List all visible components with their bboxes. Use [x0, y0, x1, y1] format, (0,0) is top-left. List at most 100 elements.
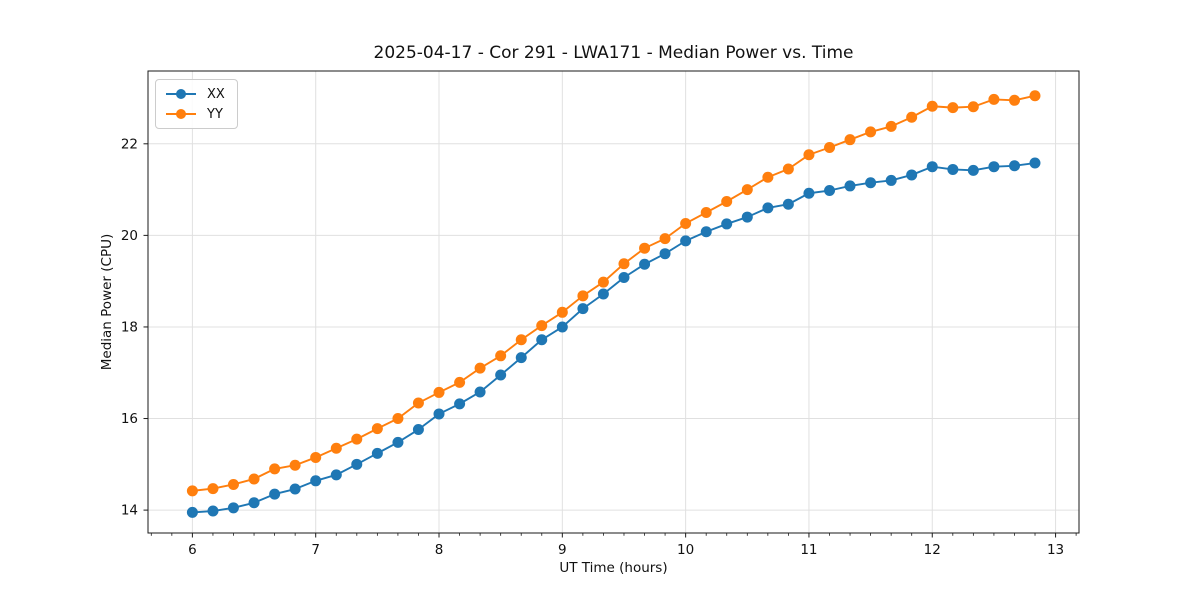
data-point-xx [782, 198, 794, 210]
data-point-yy [556, 306, 568, 318]
data-point-yy [310, 451, 322, 463]
series-xx [186, 157, 1041, 518]
x-tick-label: 13 [1047, 542, 1064, 558]
x-tick-label: 8 [435, 542, 444, 558]
series-yy [186, 90, 1041, 497]
x-axis-label: UT Time (hours) [559, 560, 668, 576]
data-point-yy [186, 485, 198, 497]
x-tick-label: 6 [188, 542, 197, 558]
data-point-yy [412, 397, 424, 409]
data-point-yy [947, 102, 959, 114]
chart-title: 2025-04-17 - Cor 291 - LWA171 - Median P… [373, 43, 854, 63]
data-point-yy [269, 463, 281, 475]
legend-entry-yy: YY [164, 105, 225, 123]
data-point-yy [515, 334, 527, 346]
data-point-yy [454, 376, 466, 388]
data-point-xx [885, 174, 897, 186]
y-tick-label: 18 [121, 319, 138, 335]
legend-line-marker-icon [166, 89, 196, 99]
x-tick-label: 12 [924, 542, 941, 558]
tick-labels: 6 7 8 9 10 11 12 13 14 16 18 20 22 [121, 136, 1064, 558]
data-point-xx [926, 161, 938, 173]
data-point-yy [824, 141, 836, 153]
data-point-xx [371, 447, 383, 459]
data-point-yy [906, 111, 918, 123]
legend-entry-xx: XX [164, 85, 225, 103]
data-point-yy [227, 478, 239, 490]
data-point-yy [371, 423, 383, 435]
x-tick-label: 7 [311, 542, 320, 558]
data-point-xx [906, 169, 918, 181]
y-axis-label: Median Power (CPU) [99, 233, 115, 371]
data-point-yy [680, 217, 692, 229]
data-point-yy [1029, 90, 1041, 102]
data-point-xx [330, 469, 342, 481]
x-tick-label: 9 [558, 542, 567, 558]
data-point-yy [967, 101, 979, 113]
data-point-yy [926, 100, 938, 112]
data-point-xx [207, 505, 219, 517]
data-point-xx [824, 185, 836, 197]
data-point-xx [659, 248, 671, 260]
data-point-yy [433, 386, 445, 398]
data-point-xx [289, 483, 301, 495]
data-point-yy [392, 413, 404, 425]
x-tick-label: 10 [677, 542, 694, 558]
data-point-yy [495, 350, 507, 362]
gridlines [148, 71, 1079, 533]
data-point-yy [248, 473, 260, 485]
y-tick-label: 16 [121, 411, 138, 427]
plot-border [147, 70, 1080, 534]
data-point-yy [351, 433, 363, 445]
data-point-yy [700, 206, 712, 218]
data-point-xx [577, 303, 589, 315]
data-point-yy [885, 120, 897, 132]
data-point-xx [351, 458, 363, 470]
data-point-xx [844, 180, 856, 192]
data-point-xx [700, 226, 712, 238]
data-point-xx [967, 164, 979, 176]
legend-label-yy: YY [207, 106, 223, 122]
legend-line-marker-icon [166, 109, 196, 119]
data-point-yy [988, 93, 1000, 105]
data-point-xx [433, 408, 445, 420]
data-point-xx [536, 334, 548, 346]
data-point-xx [186, 506, 198, 518]
data-point-xx [310, 475, 322, 487]
data-point-yy [659, 233, 671, 245]
data-point-xx [474, 386, 486, 398]
data-point-yy [330, 442, 342, 454]
data-point-xx [618, 272, 630, 284]
data-point-yy [474, 362, 486, 374]
data-point-xx [597, 288, 609, 300]
data-point-yy [289, 459, 301, 471]
x-tick-label: 11 [800, 542, 817, 558]
data-point-xx [988, 161, 1000, 173]
data-point-yy [844, 134, 856, 146]
data-point-xx [721, 218, 733, 230]
data-point-xx [1029, 157, 1041, 169]
axis-ticks [143, 143, 1077, 538]
y-tick-label: 20 [121, 228, 138, 244]
legend: XX YY [155, 79, 238, 129]
data-point-yy [536, 320, 548, 332]
data-point-yy [762, 171, 774, 183]
data-point-yy [865, 126, 877, 138]
data-point-yy [721, 195, 733, 207]
data-point-xx [227, 502, 239, 514]
data-point-xx [515, 352, 527, 364]
data-point-xx [392, 436, 404, 448]
data-point-xx [248, 497, 260, 509]
data-point-xx [412, 424, 424, 436]
data-point-xx [803, 187, 815, 199]
data-point-xx [556, 321, 568, 333]
data-point-yy [1009, 94, 1021, 106]
data-point-yy [207, 483, 219, 495]
data-point-xx [495, 369, 507, 381]
y-tick-label: 22 [121, 136, 138, 152]
data-point-yy [782, 163, 794, 175]
data-point-yy [597, 276, 609, 288]
data-point-xx [454, 398, 466, 410]
